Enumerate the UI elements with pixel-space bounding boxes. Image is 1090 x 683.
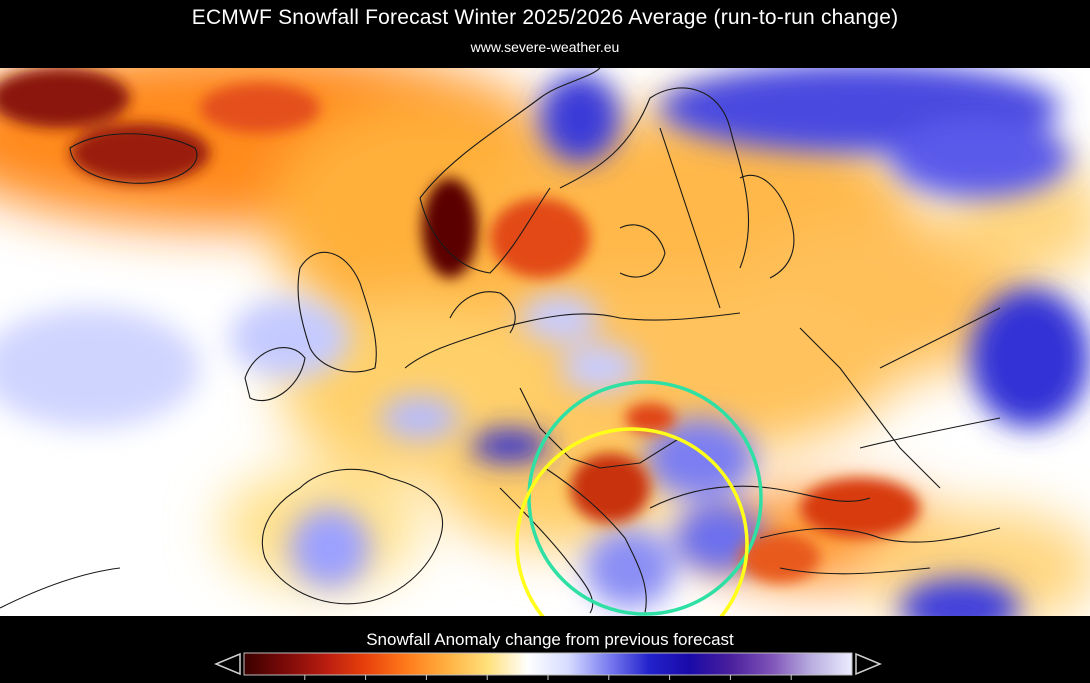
map-title: ECMWF Snowfall Forecast Winter 2025/2026… [191,6,899,29]
legend-label: Snowfall Anomaly change from previous fo… [366,630,734,649]
anomaly-intense-cores [0,68,920,583]
coastlines [0,68,1001,614]
colorbar [214,652,882,680]
snowfall-anomaly-map [0,68,1090,616]
colorbar-ramp [243,652,853,676]
colorbar-right-arrow [855,652,882,676]
highlight-circle-yellow [515,427,749,616]
source-url: www.severe-weather.eu [470,39,620,55]
colorbar-left-arrow [214,652,241,676]
colorbar-ticks [304,675,792,680]
highlight-circle-green [527,380,763,616]
